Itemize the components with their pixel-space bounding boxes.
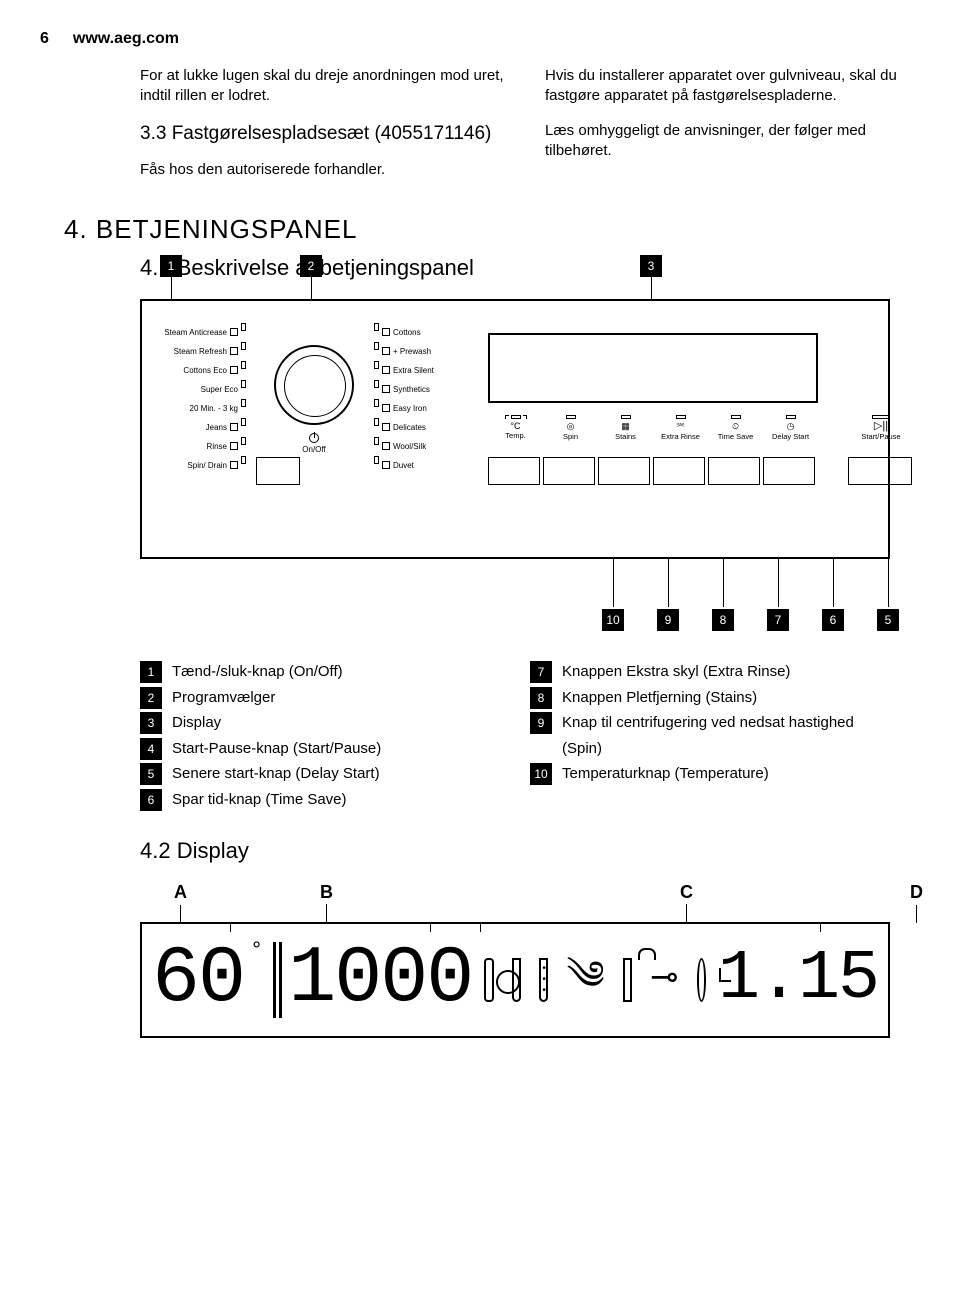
temp-value: 60: [152, 940, 244, 1020]
separator-icon: [273, 942, 282, 1018]
legend-right: 7Knappen Ekstra skyl (Extra Rinse) 8Knap…: [530, 659, 890, 812]
stains-button[interactable]: [598, 457, 650, 485]
program-list-left: Steam Anticrease Steam Refresh Cottons E…: [156, 323, 246, 475]
sec4-title: 4. BETJENINGSPANEL: [64, 214, 920, 245]
sec33-heading: 3.3 Fastgørelsespladsesæt (4055171146): [140, 121, 515, 147]
degree-icon: °: [250, 938, 263, 963]
spin-value: 1000: [288, 940, 472, 1020]
onoff-label: On/Off: [292, 433, 336, 454]
lock-icon: [623, 958, 632, 1002]
callout-9: 9: [657, 609, 679, 631]
intro-right-p2: Læs omhyggeligt de anvisninger, der følg…: [545, 121, 920, 162]
play-pause-icon: ▷||: [846, 421, 916, 432]
legend-left: 1Tænd-/sluk-knap (On/Off) 2Programvælger…: [140, 659, 500, 812]
extra-rinse-button[interactable]: [653, 457, 705, 485]
callout-2: 2: [300, 255, 322, 277]
display-label-a: A: [174, 882, 187, 902]
control-labels: °CTemp. ◎Spin ▦Stains ⎃Extra Rinse ⏲Time…: [488, 415, 916, 441]
callout-10: 10: [602, 609, 624, 631]
onoff-button[interactable]: [256, 457, 300, 485]
sec42-title: 4.2 Display: [140, 838, 920, 864]
childlock-icon: ⊸: [650, 958, 679, 1002]
sec41-title: 4.1 Beskrivelse af betjeningspanel: [140, 255, 920, 281]
door-icon: [484, 958, 493, 1002]
display-label-d: D: [910, 882, 923, 902]
callout-6: 6: [822, 609, 844, 631]
time-save-button[interactable]: [708, 457, 760, 485]
page-number: 6: [40, 30, 49, 48]
intro-right-p1: Hvis du installerer apparatet over gulvn…: [545, 66, 920, 107]
callout-7: 7: [767, 609, 789, 631]
callout-3: 3: [640, 255, 662, 277]
display-label-c: C: [680, 882, 693, 902]
time-value: 1.15: [718, 945, 878, 1015]
display-label-b: B: [320, 882, 333, 902]
site-url: www.aeg.com: [73, 30, 179, 48]
spin-button[interactable]: [543, 457, 595, 485]
spin-icon: ༄: [566, 958, 604, 1002]
delay-start-button[interactable]: [763, 457, 815, 485]
intro-left-p1: For at lukke lugen skal du dreje anordni…: [140, 66, 515, 107]
program-list-right: Cottons + Prewash Extra Silent Synthetic…: [374, 323, 434, 475]
power-icon: [309, 433, 319, 443]
control-panel-figure: Steam Anticrease Steam Refresh Cottons E…: [140, 299, 890, 559]
program-dial[interactable]: [274, 345, 354, 425]
display-figure: 60 ° 1000 • • • ༄ ⊸ 1.15: [140, 922, 890, 1038]
intro-left-p2: Fås hos den autoriserede forhandler.: [140, 160, 515, 180]
panel-display: [488, 333, 818, 403]
temp-button[interactable]: [488, 457, 540, 485]
prewash-icon: [512, 958, 521, 1002]
callout-8: 8: [712, 609, 734, 631]
callout-5: 5: [877, 609, 899, 631]
clock-icon: [697, 958, 706, 1002]
rinse-icon: • • •: [539, 958, 548, 1002]
callout-1: 1: [160, 255, 182, 277]
start-pause-button[interactable]: [848, 457, 912, 485]
